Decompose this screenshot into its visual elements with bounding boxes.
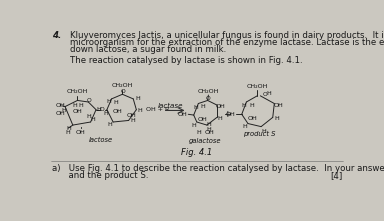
Text: product S: product S (243, 131, 275, 137)
Text: H: H (191, 123, 196, 128)
Text: OH + R: OH + R (146, 107, 169, 112)
Text: CH₂OH: CH₂OH (198, 89, 219, 94)
Text: OH: OH (198, 117, 208, 122)
Text: O: O (263, 92, 267, 97)
Text: H: H (103, 111, 108, 116)
Text: +: + (224, 110, 232, 119)
Text: OH: OH (56, 103, 66, 108)
Text: O: O (100, 107, 104, 112)
Text: OH: OH (73, 109, 82, 114)
Text: O: O (87, 98, 91, 103)
Text: H: H (250, 103, 254, 108)
Text: H: H (242, 124, 247, 129)
Text: H: H (130, 118, 135, 123)
Text: H: H (242, 103, 247, 108)
Text: H: H (136, 96, 140, 101)
Text: O: O (206, 96, 211, 101)
Text: H: H (78, 103, 83, 108)
Text: H: H (86, 114, 91, 119)
Text: lactose: lactose (89, 137, 113, 143)
Text: CH₂OH: CH₂OH (112, 83, 133, 88)
Text: OH: OH (215, 104, 225, 109)
Text: microorganism for the extraction of the enzyme lactase. Lactase is the enzyme wh: microorganism for the extraction of the … (70, 38, 384, 47)
Text: H: H (108, 122, 113, 127)
Text: H: H (66, 130, 71, 135)
Text: O: O (121, 90, 126, 94)
Text: OH: OH (76, 130, 85, 135)
Text: and the product S.: and the product S. (52, 171, 148, 180)
Text: H: H (114, 100, 119, 105)
Text: a)   Use Fig. 4.1 to describe the reaction catalysed by lactase.  In your answer: a) Use Fig. 4.1 to describe the reaction… (52, 164, 384, 173)
Text: OH: OH (226, 112, 235, 117)
Text: Fig. 4.1: Fig. 4.1 (181, 148, 212, 156)
Text: The reaction catalysed by lactase is shown in Fig. 4.1.: The reaction catalysed by lactase is sho… (70, 56, 302, 65)
Text: galactose: galactose (189, 137, 222, 143)
Text: H: H (194, 105, 199, 110)
Text: OH: OH (113, 109, 122, 114)
Text: H: H (97, 107, 101, 112)
Text: H: H (196, 130, 201, 135)
Text: [4]: [4] (330, 171, 343, 180)
Text: H: H (207, 122, 212, 127)
Text: H: H (200, 104, 205, 109)
Text: H: H (66, 126, 71, 131)
Text: CH₂OH: CH₂OH (247, 84, 268, 89)
Text: OH: OH (178, 112, 187, 117)
Text: CH₂OH: CH₂OH (67, 90, 88, 94)
Text: H: H (274, 116, 279, 121)
Text: OH: OH (127, 113, 137, 118)
Text: H: H (206, 127, 211, 132)
Text: OH: OH (273, 103, 283, 108)
Text: OH: OH (205, 130, 215, 135)
Text: OH: OH (248, 116, 258, 121)
Text: lactase: lactase (158, 103, 183, 109)
Text: Kluyveromyces lactis, a unicellular fungus is found in dairy products.  It is sa: Kluyveromyces lactis, a unicellular fung… (70, 31, 384, 40)
Text: H: H (218, 116, 222, 121)
Text: H: H (266, 91, 271, 96)
Text: H: H (137, 108, 142, 113)
Text: 4.: 4. (52, 31, 61, 40)
Text: OH: OH (56, 111, 65, 116)
Text: H: H (61, 108, 66, 113)
Text: H: H (107, 99, 112, 105)
Text: H: H (91, 117, 95, 122)
Text: H: H (261, 129, 266, 134)
Text: H: H (72, 103, 77, 108)
Text: down lactose, a sugar found in milk.: down lactose, a sugar found in milk. (70, 45, 226, 54)
